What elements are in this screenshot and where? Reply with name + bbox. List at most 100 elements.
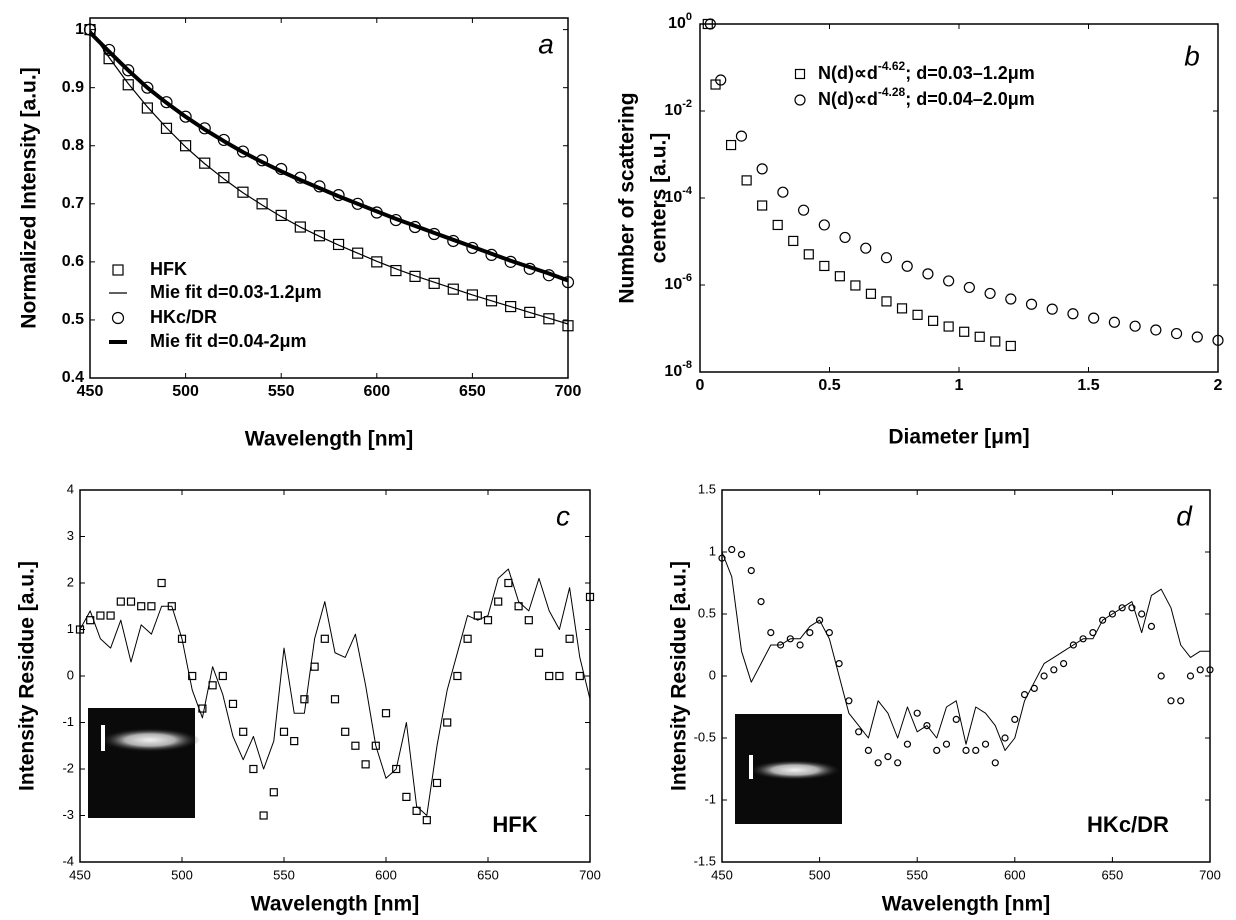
marker	[912, 309, 923, 320]
y-tick-label: -0.5	[694, 729, 716, 744]
marker	[371, 256, 383, 268]
plot-frame	[89, 17, 569, 379]
panel-letter: c	[556, 500, 570, 531]
marker	[300, 695, 309, 704]
marker	[483, 616, 493, 625]
marker	[524, 306, 536, 318]
marker	[562, 320, 574, 332]
marker	[177, 634, 187, 643]
marker	[818, 219, 830, 231]
marker	[1108, 610, 1117, 618]
marker	[351, 741, 360, 750]
marker	[83, 23, 97, 36]
marker	[485, 248, 498, 262]
marker	[126, 597, 136, 606]
marker	[361, 760, 370, 769]
marker	[198, 704, 207, 713]
marker	[157, 578, 166, 588]
marker	[896, 303, 908, 314]
marker	[1069, 641, 1077, 649]
marker	[494, 597, 503, 606]
legend-name: HFK	[150, 259, 187, 279]
marker	[561, 276, 575, 289]
y-tick-label: -1.5	[694, 853, 716, 868]
legend-name: N(d)∝d	[818, 63, 878, 83]
marker	[160, 96, 173, 109]
marker	[786, 635, 794, 643]
marker	[402, 792, 411, 802]
marker	[981, 740, 990, 748]
marker	[1150, 324, 1162, 336]
y-tick-label: -2	[62, 760, 74, 775]
panel: 450 500 550 600 650 700 0.4 0.5 0.6 0.7 0.8 0.9 1 Wav…	[18, 17, 581, 451]
marker	[1040, 672, 1048, 680]
y-tick-label: 1	[709, 543, 716, 558]
marker	[796, 641, 804, 649]
marker	[1138, 610, 1146, 618]
marker	[555, 671, 564, 681]
x-tick-label: 500	[171, 867, 193, 882]
panel: 450 500 550 600 650 700 -1.5 -1 -0.5 0 0.5 1 1.5 Wave…	[668, 481, 1221, 915]
data-line	[79, 568, 591, 816]
marker	[943, 321, 954, 332]
marker	[352, 247, 364, 259]
panel: 450 500 550 600 650 700 -4 -3 -2 -1 0 1 2 3 4 Wavelengt…	[16, 481, 601, 915]
marker	[1177, 697, 1185, 705]
marker	[855, 728, 863, 736]
marker	[313, 180, 326, 193]
marker	[217, 133, 230, 147]
marker	[432, 778, 442, 788]
marker	[1067, 308, 1079, 320]
marker	[1030, 684, 1038, 693]
marker	[959, 326, 970, 337]
marker	[952, 715, 960, 724]
marker	[294, 171, 307, 184]
marker	[850, 280, 861, 291]
inset-label: HKc/DR	[1087, 812, 1169, 837]
marker	[313, 230, 326, 242]
marker	[715, 74, 727, 86]
marker	[839, 231, 851, 244]
marker	[1129, 320, 1141, 332]
tick-exponent: 0	[686, 11, 692, 23]
marker	[259, 811, 268, 820]
marker	[371, 741, 380, 750]
y-tick-label: -1	[62, 714, 74, 729]
y-tick-label: -1	[704, 791, 716, 806]
marker	[704, 18, 716, 30]
marker	[86, 616, 95, 625]
legend-label: N(d)∝d-4.28; d=0.04–2.0μm	[818, 85, 1035, 109]
marker	[1170, 327, 1183, 340]
marker	[972, 746, 980, 755]
marker	[962, 746, 970, 755]
x-tick-label: 0.5	[818, 377, 840, 394]
marker	[984, 287, 996, 300]
marker	[864, 746, 873, 755]
marker	[776, 641, 785, 649]
y-tick-label: 0	[67, 667, 74, 682]
marker	[179, 110, 192, 123]
panel-letter: b	[1184, 40, 1200, 71]
marker	[485, 295, 498, 307]
marker	[860, 242, 872, 254]
marker	[447, 234, 460, 248]
marker	[1212, 334, 1224, 346]
marker	[341, 727, 350, 736]
y-axis-label: Intensity Residue [a.u.]	[16, 561, 39, 791]
legend-tail: ; d=0.04–2.0μm	[905, 89, 1035, 109]
marker	[806, 628, 814, 637]
marker	[106, 611, 115, 620]
x-axis-label: Wavelength [nm]	[882, 893, 1050, 916]
marker	[269, 788, 278, 797]
y-tick-label: 0.4	[62, 369, 84, 386]
marker	[141, 102, 153, 114]
marker	[453, 671, 462, 681]
marker	[408, 220, 422, 234]
x-tick-label: 550	[906, 867, 928, 882]
tick-base: 10	[664, 276, 682, 293]
marker	[504, 255, 517, 268]
marker	[188, 671, 197, 681]
marker	[1196, 666, 1204, 674]
marker	[803, 249, 814, 260]
